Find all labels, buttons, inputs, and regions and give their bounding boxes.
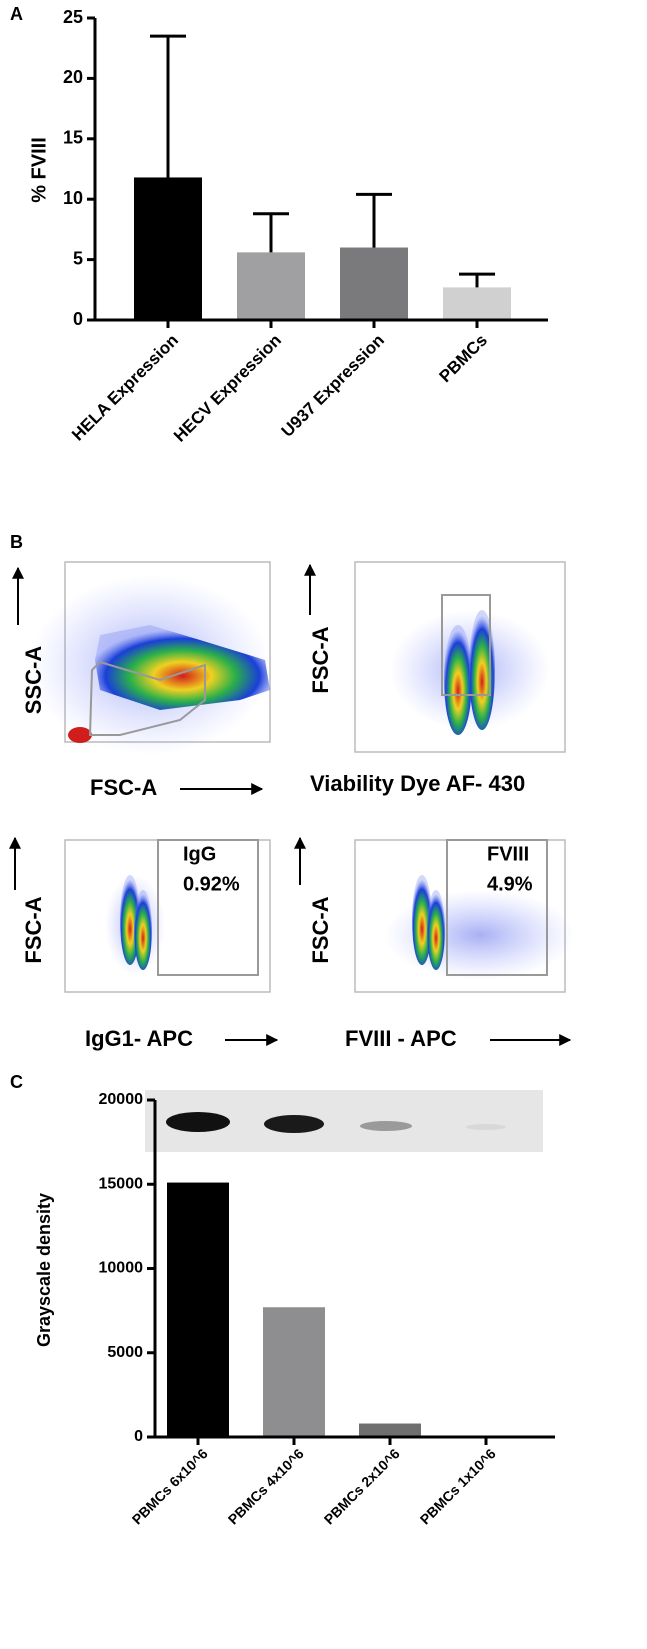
y-tick-label: 10 bbox=[63, 188, 83, 208]
western-blot bbox=[145, 1090, 543, 1152]
y-tick-label: 5 bbox=[73, 248, 83, 268]
x-tick-label: PBMCs 4x10^6 bbox=[225, 1445, 307, 1527]
x-axis-label: IgG1- APC bbox=[85, 1026, 193, 1051]
bar bbox=[359, 1423, 421, 1437]
density bbox=[95, 625, 270, 710]
y-tick-label: 15 bbox=[63, 128, 83, 148]
x-tick-label: U937 Expression bbox=[278, 331, 388, 441]
y-tick-label: 10000 bbox=[99, 1260, 144, 1277]
density bbox=[444, 625, 472, 735]
x-tick-label: PBMCs 1x10^6 bbox=[417, 1445, 499, 1527]
plot-frame bbox=[64, 839, 271, 993]
gate bbox=[446, 839, 548, 976]
y-tick-label: 15000 bbox=[99, 1175, 144, 1192]
y-tick-label: 0 bbox=[134, 1428, 143, 1445]
y-axis-label: % FVIII bbox=[28, 137, 50, 203]
bar bbox=[167, 1182, 229, 1437]
blot-band bbox=[466, 1124, 506, 1130]
y-axis-label: FSC-A bbox=[21, 896, 46, 963]
bar bbox=[340, 247, 408, 320]
panel-label: B bbox=[10, 532, 23, 552]
gate bbox=[88, 660, 206, 736]
density bbox=[427, 890, 445, 970]
gate-value: 4.9% bbox=[487, 873, 533, 895]
gate bbox=[441, 594, 491, 696]
gate bbox=[157, 839, 259, 976]
bar bbox=[237, 252, 305, 320]
y-axis-label: SSC-A bbox=[21, 646, 46, 715]
gate-value: 0.92% bbox=[183, 873, 240, 895]
x-tick-label: PBMCs 2x10^6 bbox=[321, 1445, 403, 1527]
bar bbox=[134, 177, 202, 320]
panel-label: C bbox=[10, 1072, 23, 1092]
blot-band bbox=[166, 1112, 230, 1132]
density bbox=[134, 890, 152, 970]
y-tick-label: 0 bbox=[73, 309, 83, 329]
y-tick-label: 20000 bbox=[99, 1091, 144, 1108]
panel-label: A bbox=[10, 4, 23, 24]
x-tick-label: PBMCs bbox=[435, 331, 491, 387]
y-tick-label: 20 bbox=[63, 67, 83, 87]
y-tick-label: 25 bbox=[63, 7, 83, 27]
y-axis-label: FSC-A bbox=[308, 626, 333, 693]
density bbox=[469, 610, 495, 730]
gate-name: IgG bbox=[183, 843, 216, 865]
y-tick-label: 5000 bbox=[107, 1344, 143, 1361]
x-axis-label: Viability Dye AF- 430 bbox=[310, 771, 525, 796]
density bbox=[412, 875, 432, 965]
panel-b: B SSC-A FSC-A FSC-A Viability Dye AF- 43… bbox=[9, 532, 575, 1051]
gate-name: FVIII bbox=[487, 843, 529, 865]
blot-band bbox=[360, 1121, 412, 1131]
y-axis-label: Grayscale density bbox=[34, 1193, 54, 1347]
density bbox=[68, 727, 92, 743]
bar bbox=[443, 287, 511, 320]
x-axis-label: FVIII - APC bbox=[345, 1026, 457, 1051]
x-axis-label: FSC-A bbox=[90, 775, 157, 800]
x-tick-label: HECV Expression bbox=[170, 331, 285, 446]
bar bbox=[263, 1307, 325, 1437]
y-axis-label: FSC-A bbox=[308, 896, 333, 963]
blot-band bbox=[264, 1115, 324, 1133]
x-tick-label: PBMCs 6x10^6 bbox=[129, 1445, 211, 1527]
x-tick-label: HELA Expression bbox=[68, 331, 182, 445]
